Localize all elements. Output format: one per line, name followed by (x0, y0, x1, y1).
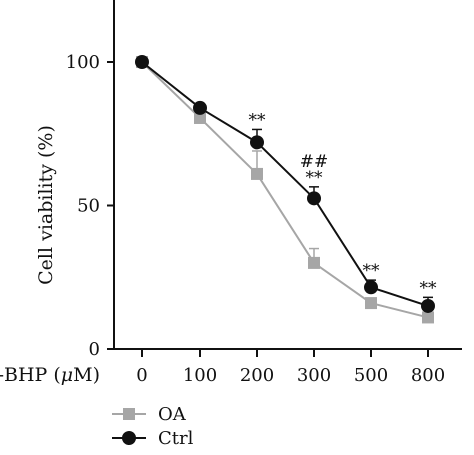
point-ctrl-300 (307, 191, 321, 206)
point-ctrl-800 (421, 298, 435, 313)
point-oa-100 (194, 111, 206, 124)
legend-marker-oa (123, 408, 135, 420)
point-ctrl-0 (135, 55, 149, 69)
point-oa-300 (308, 256, 320, 269)
legend-label-ctrl: Ctrl (158, 428, 194, 449)
y-tick-label-0: 0 (89, 339, 100, 360)
point-ctrl-200 (250, 135, 264, 150)
x-tick-label-100: 100 (183, 365, 217, 386)
point-ctrl-100 (193, 100, 207, 115)
x-tick-label-0: 0 (136, 365, 147, 386)
y-axis-label: Cell viability (%) (35, 125, 57, 285)
legend-label-oa: OA (158, 404, 187, 425)
x-axis-label: t-BHP (μM) (0, 364, 100, 386)
y-tick-label-100: 100 (66, 52, 100, 73)
x-tick-label-800: 800 (411, 365, 445, 386)
legend-marker-ctrl (122, 431, 136, 445)
point-oa-800 (422, 311, 434, 324)
annotation-200-0: ** (249, 110, 267, 130)
point-oa-200 (251, 167, 263, 180)
annotation-500-0: ** (363, 261, 381, 281)
legend-item-ctrl: Ctrl (112, 428, 194, 449)
x-axis-label-prefix: t-BHP ( (0, 364, 61, 386)
x-tick-label-500: 500 (354, 365, 388, 386)
series-ctrl (135, 55, 435, 313)
annotation-300-0: ## (300, 152, 329, 172)
series-oa (136, 56, 434, 324)
series-line-ctrl (141, 61, 429, 307)
x-axis-label-unit: μ (61, 364, 73, 386)
y-tick-label-50: 50 (77, 196, 100, 217)
annotation-300-1: ** (306, 168, 324, 188)
x-tick-label-200: 200 (240, 365, 274, 386)
legend-item-oa: OA (112, 404, 187, 425)
series-line-oa (141, 61, 429, 319)
point-oa-500 (365, 297, 377, 310)
annotation-800-0: ** (420, 278, 438, 298)
x-tick-label-300: 300 (297, 365, 331, 386)
legend: OA Ctrl (112, 404, 194, 449)
point-ctrl-500 (364, 280, 378, 295)
x-axis-label-suffix: M) (73, 364, 100, 386)
